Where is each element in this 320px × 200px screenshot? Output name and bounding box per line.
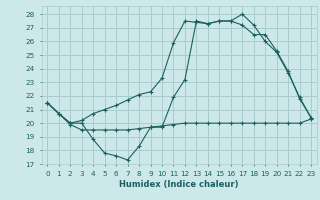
X-axis label: Humidex (Indice chaleur): Humidex (Indice chaleur)	[119, 180, 239, 189]
